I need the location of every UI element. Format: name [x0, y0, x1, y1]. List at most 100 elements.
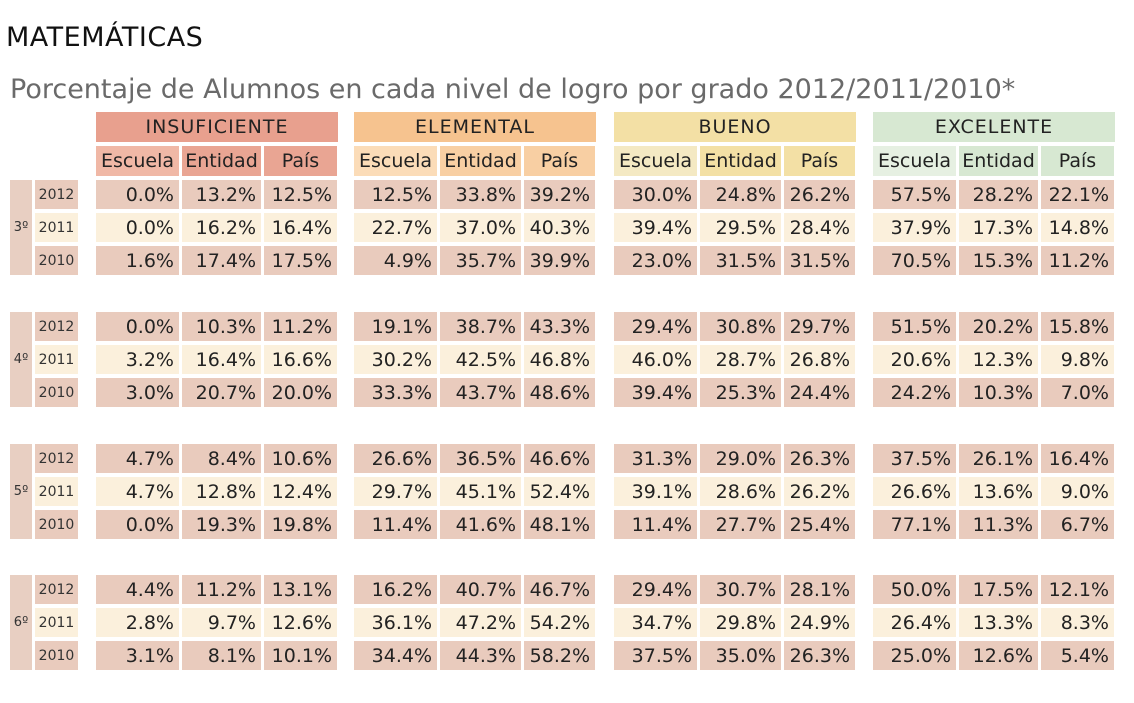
table-cell: 2.8% [96, 608, 179, 637]
table-cell: 42.5% [440, 345, 521, 374]
table-cell: 1.6% [96, 246, 179, 275]
table-cell: 23.0% [614, 246, 697, 275]
table-cell: 14.8% [1041, 213, 1114, 242]
table-cell: 19.8% [264, 510, 337, 539]
table-cell: 37.5% [614, 641, 697, 670]
table-cell: 25.3% [700, 378, 781, 407]
table-cell: 13.6% [959, 477, 1038, 506]
table-cell: 10.1% [264, 641, 337, 670]
table-cell: 24.2% [873, 378, 956, 407]
table-cell: 39.9% [524, 246, 595, 275]
column-header: Escuela [354, 146, 437, 176]
table-cell: 0.0% [96, 180, 179, 209]
table-cell: 12.5% [264, 180, 337, 209]
table-cell: 58.2% [524, 641, 595, 670]
table-cell: 16.2% [182, 213, 261, 242]
table-cell: 37.9% [873, 213, 956, 242]
table-cell: 9.0% [1041, 477, 1114, 506]
table-cell: 33.8% [440, 180, 521, 209]
table-cell: 3.1% [96, 641, 179, 670]
table-cell: 3.0% [96, 378, 179, 407]
table-cell: 13.3% [959, 608, 1038, 637]
table-cell: 54.2% [524, 608, 595, 637]
table-cell: 25.0% [873, 641, 956, 670]
table-cell: 29.8% [700, 608, 781, 637]
table-cell: 48.1% [524, 510, 595, 539]
table-cell: 11.4% [614, 510, 697, 539]
table-cell: 37.0% [440, 213, 521, 242]
table-cell: 26.2% [784, 180, 855, 209]
column-header: Escuela [873, 146, 956, 176]
table-cell: 20.6% [873, 345, 956, 374]
grade-label: 4º [10, 312, 32, 407]
table-cell: 8.3% [1041, 608, 1114, 637]
table-cell: 22.7% [354, 213, 437, 242]
table-cell: 4.4% [96, 575, 179, 604]
year-label: 2010 [35, 641, 78, 670]
year-label: 2011 [35, 345, 78, 374]
table-cell: 41.6% [440, 510, 521, 539]
table-cell: 39.1% [614, 477, 697, 506]
column-header: Entidad [182, 146, 261, 176]
table-cell: 0.0% [96, 510, 179, 539]
table-cell: 15.8% [1041, 312, 1114, 341]
table-cell: 11.2% [1041, 246, 1114, 275]
grade-label: 5º [10, 444, 32, 539]
table-cell: 35.7% [440, 246, 521, 275]
table-cell: 10.3% [182, 312, 261, 341]
table-cell: 17.3% [959, 213, 1038, 242]
table-cell: 39.2% [524, 180, 595, 209]
table-cell: 31.3% [614, 444, 697, 473]
table-cell: 13.1% [264, 575, 337, 604]
table-cell: 4.9% [354, 246, 437, 275]
table-cell: 12.6% [264, 608, 337, 637]
table-cell: 25.4% [784, 510, 855, 539]
table-cell: 40.3% [524, 213, 595, 242]
table-cell: 29.0% [700, 444, 781, 473]
table-cell: 30.2% [354, 345, 437, 374]
table-cell: 30.7% [700, 575, 781, 604]
table-cell: 36.1% [354, 608, 437, 637]
table-cell: 44.3% [440, 641, 521, 670]
table-cell: 26.3% [784, 641, 855, 670]
table-cell: 46.6% [524, 444, 595, 473]
table-cell: 46.0% [614, 345, 697, 374]
column-header: País [524, 146, 595, 176]
table-cell: 43.7% [440, 378, 521, 407]
table-cell: 30.8% [700, 312, 781, 341]
level-header-bueno: BUENO [614, 112, 856, 142]
table-cell: 19.3% [182, 510, 261, 539]
table-cell: 28.1% [784, 575, 855, 604]
table-cell: 0.0% [96, 213, 179, 242]
table-cell: 24.8% [700, 180, 781, 209]
table-cell: 29.5% [700, 213, 781, 242]
column-header: País [264, 146, 337, 176]
table-cell: 12.8% [182, 477, 261, 506]
table-cell: 29.7% [784, 312, 855, 341]
column-header: Entidad [440, 146, 521, 176]
table-cell: 40.7% [440, 575, 521, 604]
table-cell: 0.0% [96, 312, 179, 341]
year-label: 2012 [35, 180, 78, 209]
year-label: 2011 [35, 477, 78, 506]
table-cell: 26.6% [873, 477, 956, 506]
table-cell: 31.5% [784, 246, 855, 275]
table-cell: 46.7% [524, 575, 595, 604]
table-cell: 12.4% [264, 477, 337, 506]
table-cell: 28.6% [700, 477, 781, 506]
table-cell: 24.4% [784, 378, 855, 407]
table-cell: 17.4% [182, 246, 261, 275]
table-cell: 26.1% [959, 444, 1038, 473]
table-cell: 12.1% [1041, 575, 1114, 604]
page-title: MATEMÁTICAS [6, 22, 204, 53]
table-cell: 24.9% [784, 608, 855, 637]
table-cell: 16.4% [264, 213, 337, 242]
table-cell: 29.4% [614, 575, 697, 604]
table-cell: 11.4% [354, 510, 437, 539]
level-header-insuficiente: INSUFICIENTE [96, 112, 338, 142]
table-cell: 77.1% [873, 510, 956, 539]
table-cell: 13.2% [182, 180, 261, 209]
table-cell: 29.7% [354, 477, 437, 506]
table-cell: 11.3% [959, 510, 1038, 539]
table-cell: 4.7% [96, 477, 179, 506]
